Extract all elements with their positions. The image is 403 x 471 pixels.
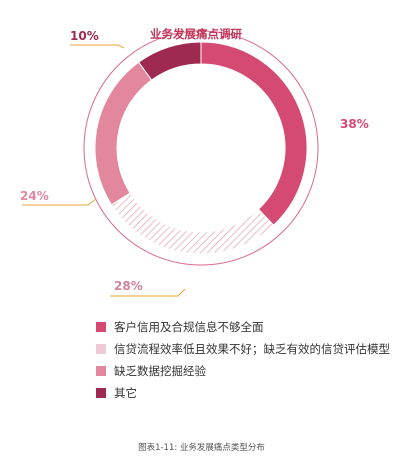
legend-swatch-2	[96, 344, 106, 354]
chart-title: 业务发展痛点调研	[150, 27, 242, 41]
legend-label-1: 客户信用及合规信息不够全面	[114, 320, 264, 334]
legend-swatch-1	[96, 322, 106, 332]
legend-label-2: 信贷流程效率低且效果不好；缺乏有效的信贷评估模型	[114, 342, 390, 356]
legend-label-3: 缺乏数据挖掘经验	[114, 364, 206, 378]
data-label-2: 28%	[114, 279, 143, 293]
figure-caption: 图表1-11: 业务发展痛点类型分布	[138, 443, 265, 453]
leader-line-2	[110, 288, 186, 297]
data-label-3: 24%	[20, 189, 49, 203]
data-label-1: 38%	[340, 117, 369, 131]
slice-1	[200, 41, 308, 226]
legend-label-4: 其它	[114, 386, 137, 400]
legend-swatch-3	[96, 366, 106, 376]
data-label-4: 10%	[70, 29, 99, 43]
slice-4	[137, 41, 202, 81]
legend-swatch-4	[96, 388, 106, 398]
leader-line-4	[70, 44, 125, 49]
outer-ring	[83, 30, 319, 266]
leader-line-3	[22, 198, 97, 206]
